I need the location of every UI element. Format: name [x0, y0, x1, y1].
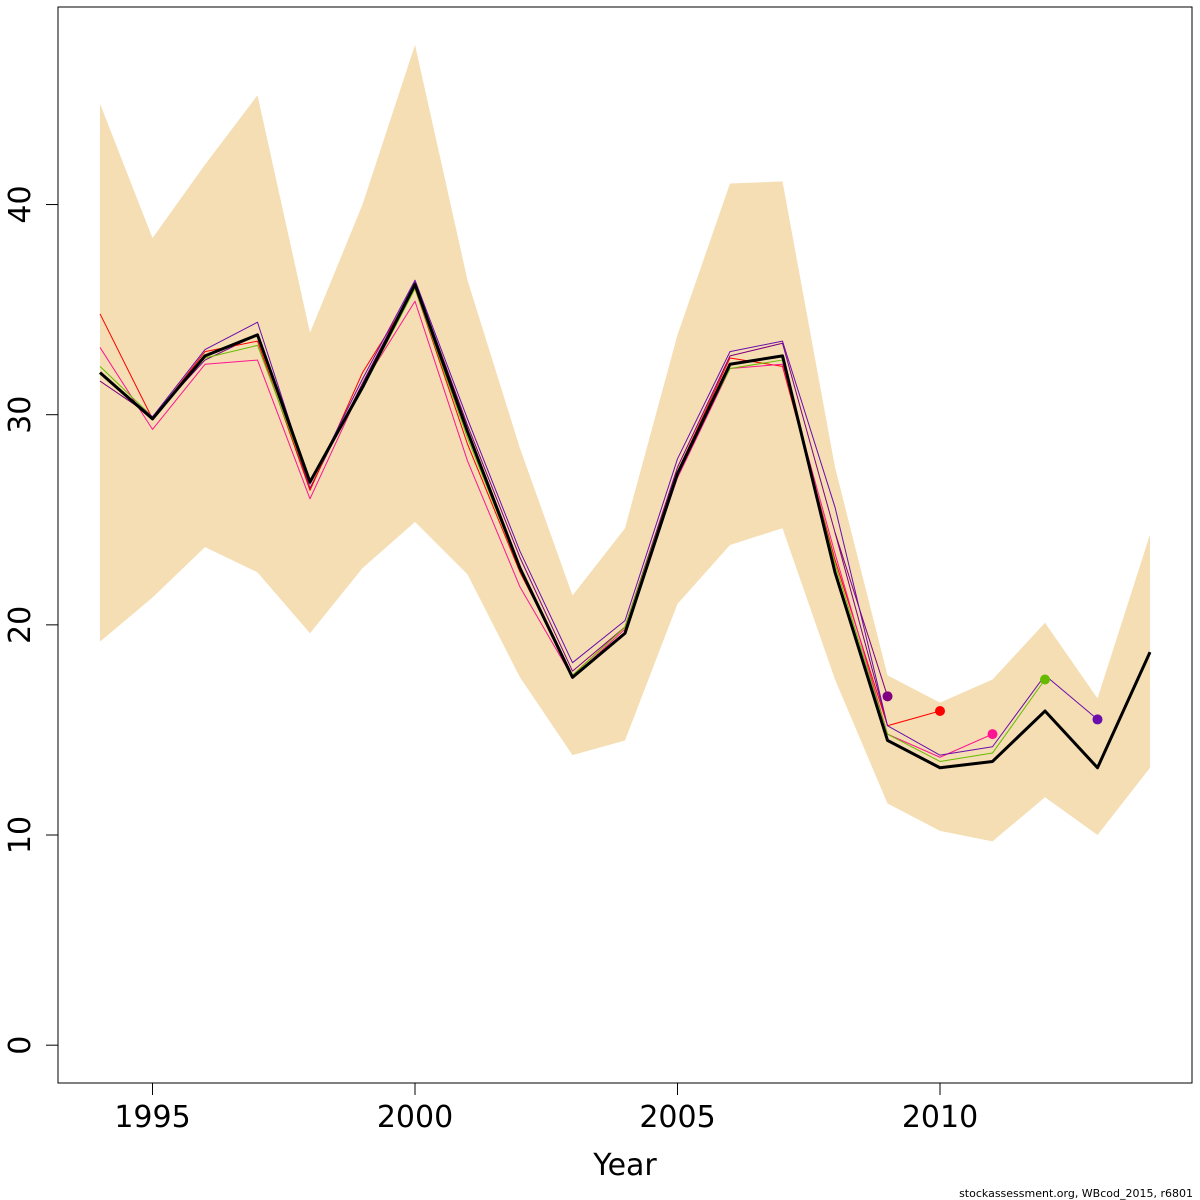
series-marker-3: [987, 729, 998, 740]
series-line-3: [99, 300, 993, 758]
y-tick-label-20: 20: [3, 606, 38, 644]
series-line-1: [99, 281, 888, 726]
y-tick-label-30: 30: [3, 396, 38, 434]
y-axis: 0 10 20 30 40: [3, 185, 58, 1055]
x-tick-label-2010: 2010: [902, 1100, 978, 1135]
series-marker-2: [935, 706, 945, 717]
y-tick-label-40: 40: [3, 185, 38, 223]
x-tick-label-2005: 2005: [639, 1100, 715, 1135]
y-tick-label-0: 0: [3, 1036, 38, 1055]
series-marker-4: [1040, 674, 1050, 685]
x-axis-title: Year: [592, 1148, 657, 1183]
x-tick-label-2000: 2000: [377, 1100, 453, 1135]
y-tick-label-10: 10: [3, 816, 38, 854]
series-marker-5: [1092, 714, 1103, 725]
plot-frame: [57, 6, 1193, 1084]
series-line-0: [99, 282, 1152, 770]
series-marker-1: [882, 691, 893, 702]
series-line-5: [99, 279, 1098, 756]
series-lines: [99, 279, 1152, 770]
confidence-band: [100, 44, 1150, 842]
footnote: stockassessment.org, WBcod_2015, r6801: [959, 1187, 1193, 1200]
x-axis: 1995 2000 2005 2010: [114, 1083, 978, 1135]
series-markers: [882, 674, 1103, 740]
x-tick-label-1995: 1995: [114, 1100, 190, 1135]
band-area: [100, 44, 1150, 842]
